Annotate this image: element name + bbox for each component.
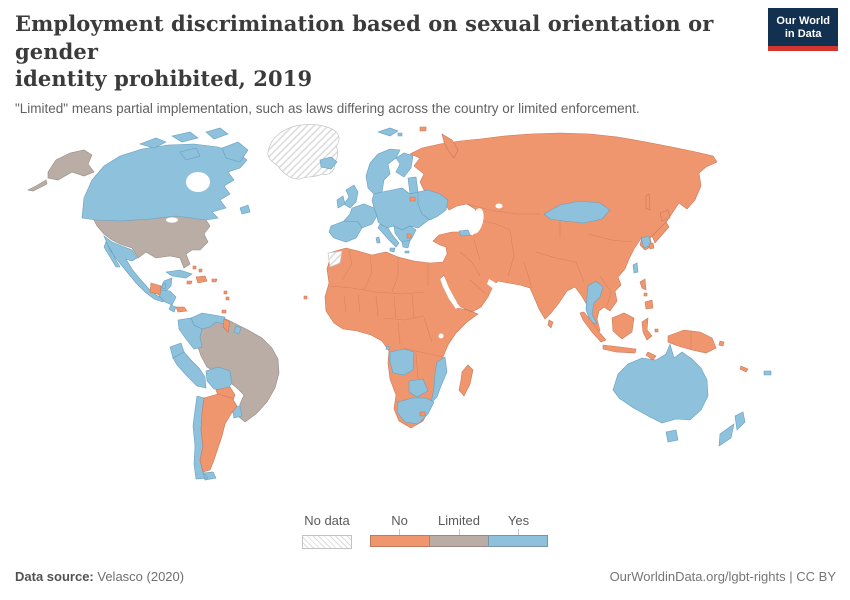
- country-japan[interactable]: [648, 209, 671, 250]
- country-botswana[interactable]: [408, 378, 429, 398]
- canada-arctic-islands[interactable]: [139, 127, 251, 215]
- country-madagascar[interactable]: [458, 364, 474, 397]
- country-mozambique[interactable]: [430, 356, 448, 404]
- country-fiji[interactable]: [763, 370, 772, 376]
- country-mongolia[interactable]: [543, 200, 611, 224]
- countries-ukraine-belarus[interactable]: [417, 189, 449, 221]
- legend-label-no-data[interactable]: No data: [304, 513, 350, 528]
- legend-tick: [459, 529, 460, 535]
- logo-line-2: in Data: [784, 28, 822, 40]
- country-kaliningrad[interactable]: [409, 196, 416, 202]
- attribution-separator: |: [789, 569, 793, 584]
- title-line-2: identity prohibited, 2019: [15, 66, 313, 92]
- country-france[interactable]: [343, 203, 378, 229]
- country-cuba[interactable]: [165, 269, 193, 279]
- legend-swatch-limited[interactable]: [429, 535, 489, 547]
- legend-swatch-yes[interactable]: [488, 535, 548, 547]
- country-svalbard[interactable]: [377, 127, 403, 137]
- country-thailand[interactable]: [585, 280, 604, 325]
- country-mexico[interactable]: [103, 235, 173, 303]
- country-lesotho[interactable]: [419, 411, 426, 417]
- countries-baltic-states[interactable]: [407, 176, 419, 195]
- chart-header: Employment discrimination based on sexua…: [15, 10, 765, 116]
- country-australia[interactable]: [612, 343, 709, 424]
- region-iberia[interactable]: [328, 220, 363, 243]
- data-source-value: Velasco (2020): [97, 569, 185, 584]
- legend-tick: [518, 529, 519, 535]
- country-french-guiana[interactable]: [233, 325, 242, 335]
- sakhalin[interactable]: [645, 193, 651, 211]
- caribbean-islands[interactable]: [186, 265, 308, 314]
- red-sea: [440, 276, 459, 309]
- country-guatemala[interactable]: [149, 282, 162, 296]
- country-canada[interactable]: [81, 143, 248, 222]
- country-tasmania[interactable]: [665, 429, 679, 443]
- legend-tick: [399, 529, 400, 535]
- legend-swatch-no-data[interactable]: [302, 535, 352, 549]
- country-indonesia[interactable]: [579, 311, 659, 361]
- country-ireland[interactable]: [336, 195, 346, 209]
- country-new-zealand[interactable]: [718, 411, 746, 447]
- country-argentina[interactable]: [199, 393, 238, 473]
- country-guyana[interactable]: [222, 318, 231, 333]
- legend-color-bar: [370, 535, 548, 547]
- country-italy[interactable]: [375, 223, 400, 253]
- legend-label-limited[interactable]: Limited: [438, 513, 480, 528]
- great-lakes: [166, 217, 178, 223]
- region-balkans[interactable]: [393, 225, 417, 247]
- title-line-1: Employment discrimination based on sexua…: [15, 11, 714, 64]
- country-peru[interactable]: [172, 351, 207, 389]
- chart-title: Employment discrimination based on sexua…: [15, 10, 765, 93]
- country-greece[interactable]: [401, 239, 411, 254]
- data-source-label: Data source:: [15, 569, 94, 584]
- persian-gulf: [487, 279, 499, 290]
- country-belize[interactable]: [161, 282, 167, 290]
- country-finland[interactable]: [395, 152, 414, 178]
- country-united-kingdom[interactable]: [343, 184, 359, 209]
- country-western-sahara[interactable]: [327, 250, 343, 268]
- lake-victoria: [438, 333, 444, 339]
- country-philippines[interactable]: [639, 278, 654, 310]
- data-source: Data source: Velasco (2020): [15, 569, 184, 584]
- countries-honduras-nicaragua[interactable]: [158, 289, 177, 306]
- country-south-africa[interactable]: [396, 397, 435, 425]
- novaya-zemlya[interactable]: [419, 126, 459, 159]
- country-sri-lanka[interactable]: [547, 319, 554, 329]
- caspian-sea: [470, 208, 484, 234]
- country-angola[interactable]: [385, 345, 415, 376]
- legend-label-no[interactable]: No: [391, 513, 408, 528]
- country-borders: [329, 203, 633, 379]
- attribution: OurWorldinData.org/lgbt-rights | CC BY: [610, 569, 836, 584]
- country-north-macedonia[interactable]: [406, 233, 412, 239]
- country-iceland[interactable]: [319, 156, 338, 170]
- country-georgia[interactable]: [458, 229, 471, 237]
- owid-url-link[interactable]: OurWorldinData.org/lgbt-rights: [609, 569, 786, 584]
- country-taiwan[interactable]: [632, 262, 639, 274]
- logo-line-1: Our World: [776, 15, 830, 27]
- aral-sea: [495, 203, 503, 209]
- hudson-bay: [186, 172, 210, 192]
- country-alaska[interactable]: [27, 149, 95, 192]
- countries-norway-sweden[interactable]: [365, 148, 401, 195]
- owid-logo[interactable]: Our World in Data: [768, 8, 838, 51]
- country-new-guinea[interactable]: [667, 329, 725, 354]
- country-greenland[interactable]: [267, 124, 340, 180]
- chart-subtitle: "Limited" means partial implementation, …: [15, 101, 640, 117]
- country-panama[interactable]: [175, 306, 188, 313]
- country-new-caledonia[interactable]: [739, 365, 749, 373]
- legend-label-yes[interactable]: Yes: [507, 513, 530, 528]
- black-sea: [434, 219, 460, 231]
- license-label[interactable]: CC BY: [796, 569, 836, 584]
- legend-swatch-no[interactable]: [370, 535, 430, 547]
- country-costa-rica[interactable]: [168, 304, 177, 313]
- country-colombia[interactable]: [177, 317, 203, 350]
- map-legend: No data No Limited Yes: [302, 513, 552, 555]
